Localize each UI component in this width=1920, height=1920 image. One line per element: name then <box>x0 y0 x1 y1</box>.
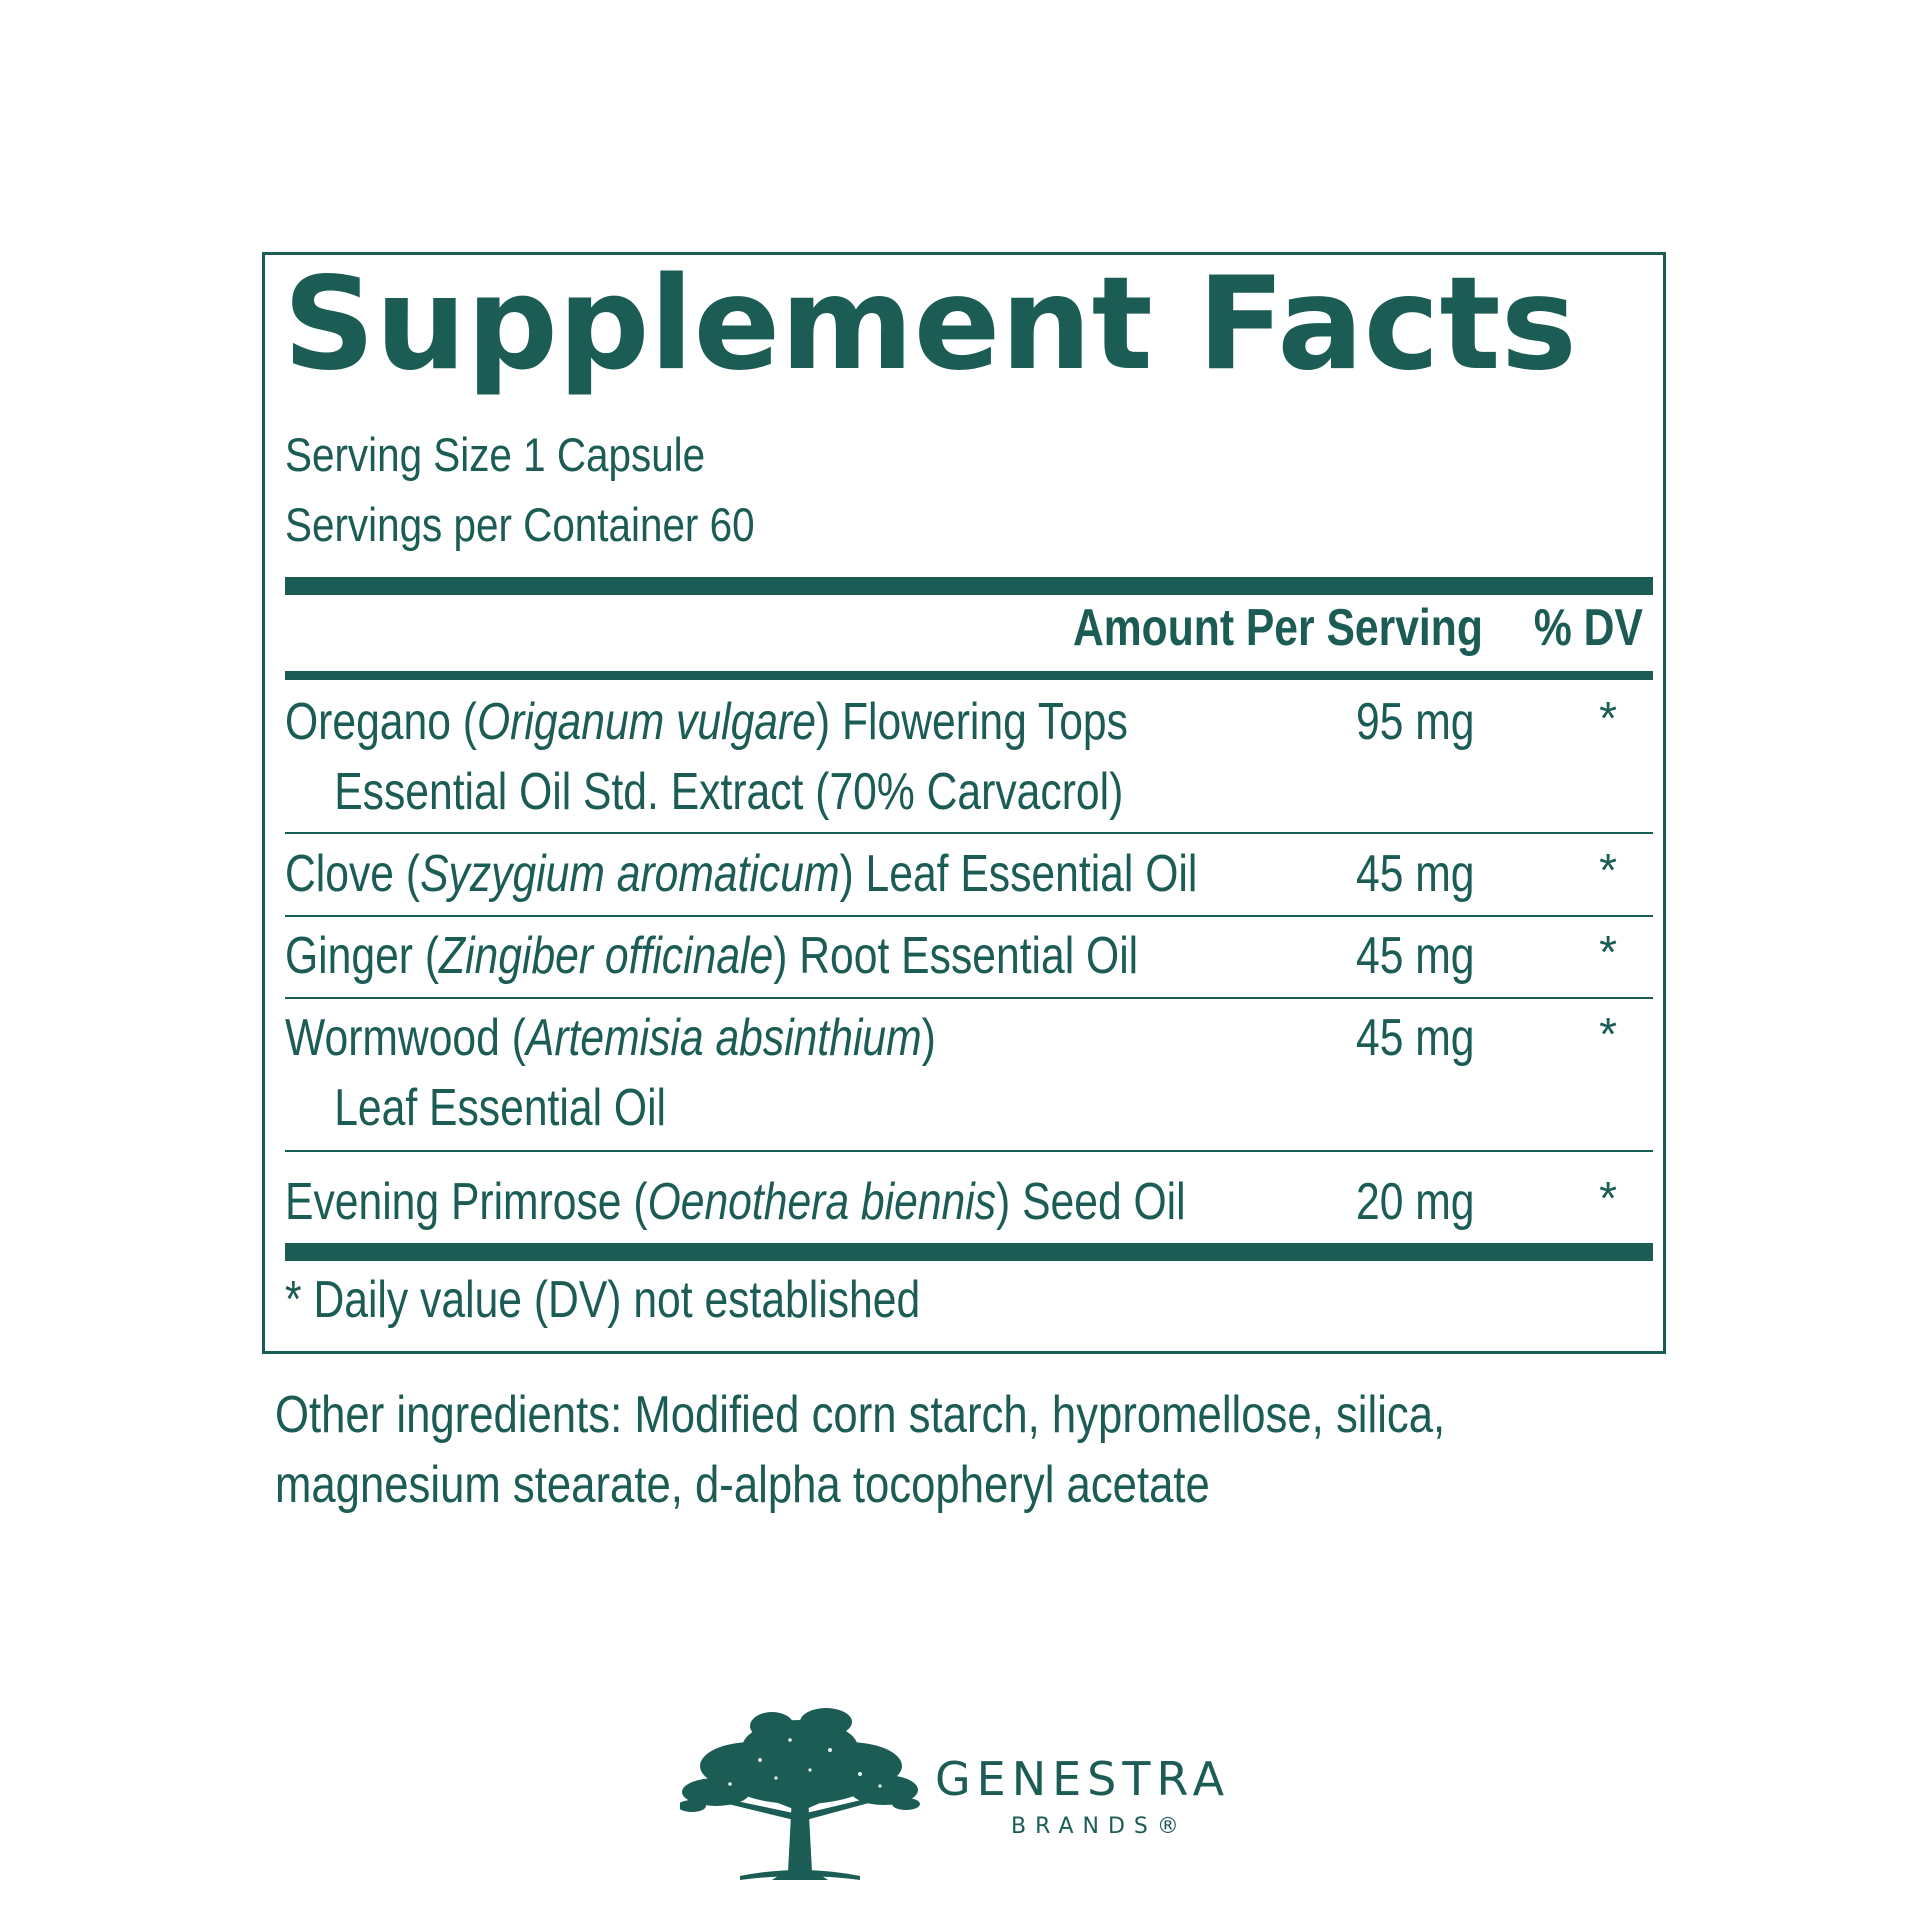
tree-icon <box>680 1708 920 1880</box>
brand-subname: BRANDS® <box>1011 1814 1188 1839</box>
other-ingredients-line1: Other ingredients: Modified corn starch,… <box>275 1386 1446 1444</box>
dv-footnote: * Daily value (DV) not established <box>285 1271 921 1329</box>
brand-logo: GENESTRA BRANDS® <box>680 1700 1320 1900</box>
ingredient-name-line2: Leaf Essential Oil <box>334 1079 667 1137</box>
ingredient-row-wormwood: Wormwood (Artemisia absinthium) Leaf Ess… <box>285 1003 1653 1143</box>
ingredient-amount: 45 mg <box>1356 927 1475 985</box>
ingredient-amount: 45 mg <box>1356 845 1475 903</box>
header-amount-per-serving: Amount Per Serving <box>1073 599 1483 657</box>
ingredient-row-oregano: Oregano (Origanum vulgare) Flowering Top… <box>285 687 1653 827</box>
thick-rule-top <box>285 577 1653 595</box>
ingredient-dv: * <box>1599 692 1617 744</box>
servings-per-container: Servings per Container 60 <box>285 498 755 551</box>
other-ingredients-line2: magnesium stearate, d-alpha tocopheryl a… <box>275 1456 1210 1514</box>
ingredient-row-evening-primrose: Evening Primrose (Oenothera biennis) See… <box>285 1167 1653 1237</box>
ingredient-amount: 45 mg <box>1356 1009 1475 1067</box>
ingredient-row-ginger: Ginger (Zingiber officinale) Root Essent… <box>285 921 1653 991</box>
supplement-facts-panel: Supplement Facts Serving Size 1 Capsule … <box>262 252 1666 1354</box>
ingredient-name: Evening Primrose (Oenothera biennis) See… <box>285 1173 1186 1231</box>
row-divider <box>285 832 1653 834</box>
ingredient-dv: * <box>1599 1172 1617 1224</box>
other-ingredients: Other ingredients: Modified corn starch,… <box>275 1380 1445 1520</box>
ingredient-name: Oregano (Origanum vulgare) Flowering Top… <box>285 693 1128 751</box>
ingredient-dv: * <box>1599 1008 1617 1060</box>
ingredient-amount: 95 mg <box>1356 693 1475 751</box>
ingredient-row-clove: Clove (Syzygium aromaticum) Leaf Essenti… <box>285 839 1653 909</box>
thick-rule-bottom <box>285 1243 1653 1261</box>
ingredient-dv: * <box>1599 844 1617 896</box>
row-divider <box>285 1150 1653 1152</box>
rule-under-header <box>285 671 1653 680</box>
ingredient-amount: 20 mg <box>1356 1173 1475 1231</box>
facts-title: Supplement Facts <box>283 250 1577 399</box>
serving-size: Serving Size 1 Capsule <box>285 428 706 481</box>
header-daily-value: % DV <box>1534 599 1643 657</box>
row-divider <box>285 915 1653 917</box>
ingredient-name: Ginger (Zingiber officinale) Root Essent… <box>285 927 1139 985</box>
ingredient-name: Wormwood (Artemisia absinthium) <box>285 1009 936 1067</box>
ingredient-dv: * <box>1599 926 1617 978</box>
brand-name: GENESTRA <box>935 1752 1231 1806</box>
ingredient-name: Clove (Syzygium aromaticum) Leaf Essenti… <box>285 845 1198 903</box>
ingredient-name-line2: Essential Oil Std. Extract (70% Carvacro… <box>334 763 1124 821</box>
row-divider <box>285 997 1653 999</box>
